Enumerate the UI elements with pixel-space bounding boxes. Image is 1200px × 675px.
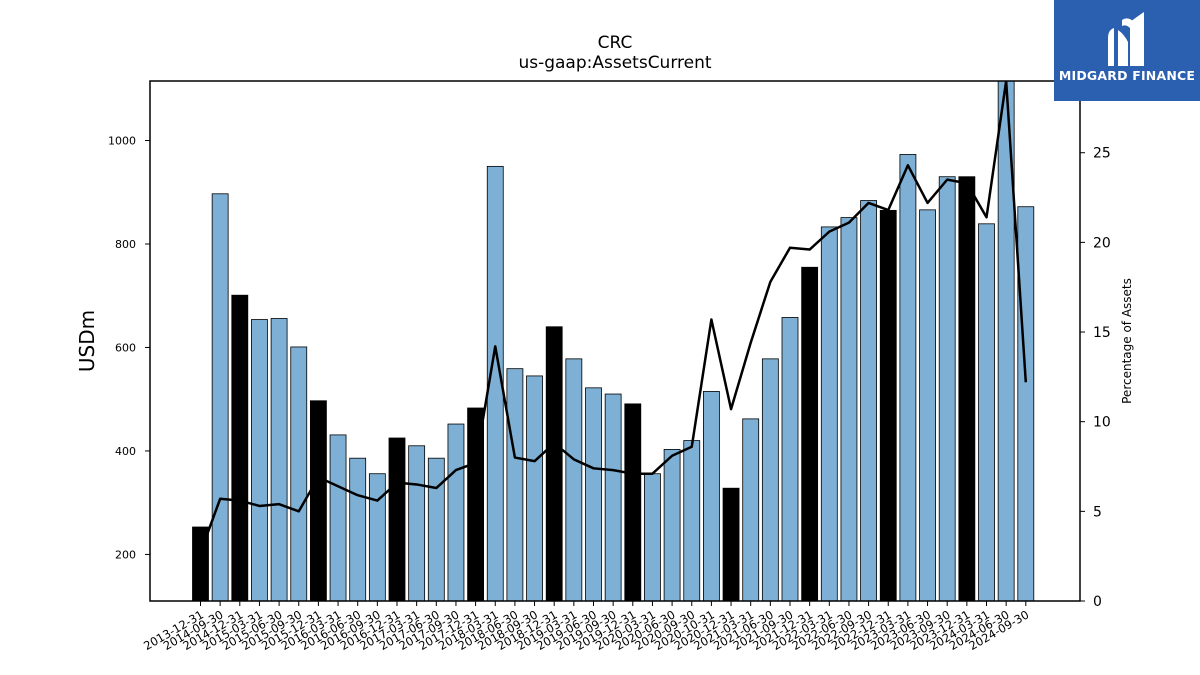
y2-tick-label: 15 — [1093, 325, 1111, 341]
y2-tick-label: 10 — [1093, 415, 1111, 431]
y-axis-label: USDm — [75, 310, 99, 372]
bar-2015-03-31 — [251, 319, 268, 602]
y2-tick-label: 20 — [1093, 235, 1111, 251]
y2-axis-label: Percentage of Assets — [1120, 278, 1134, 404]
y-tick-label: 600 — [115, 341, 136, 354]
bar-2018-06-30 — [506, 368, 524, 602]
bar-2014-09-30 — [211, 193, 229, 602]
bar-2017-06-30 — [427, 457, 445, 602]
bar-2015-09-30 — [290, 346, 308, 602]
y2-tick-label: 5 — [1093, 504, 1102, 520]
bar-2024-03-31 — [978, 223, 995, 602]
bar-2022-09-30 — [860, 200, 877, 602]
bar-2014-12-31 — [231, 294, 249, 602]
y-tick-label: 200 — [115, 548, 136, 561]
bar-2017-03-31 — [408, 445, 426, 602]
y-axis-left: 200 400 600 800 1000 — [108, 135, 150, 561]
bar-2020-03-31 — [644, 473, 661, 602]
bar-2022-12-31 — [879, 209, 897, 602]
bar-series — [192, 80, 1035, 602]
y2-tick-label: 0 — [1093, 594, 1102, 610]
bar-2020-06-30 — [663, 448, 681, 602]
bar-2021-12-31 — [801, 266, 819, 602]
bar-2016-03-31 — [329, 434, 347, 602]
y-axis-right: 0 5 10 15 20 25 — [1080, 146, 1111, 610]
logo-text: MIDGARD FINANCE — [1058, 68, 1196, 83]
y-tick-label: 400 — [115, 445, 136, 458]
bar-2018-09-30 — [526, 375, 543, 602]
bar-2015-12-31 — [309, 400, 327, 602]
bar-2023-09-30 — [938, 176, 956, 602]
y2-tick-label: 25 — [1093, 146, 1111, 162]
bar-2022-06-30 — [840, 217, 858, 602]
chart-subtitle: us-gaap:AssetsCurrent — [518, 53, 711, 73]
bar-2022-03-31 — [820, 226, 838, 602]
bar-2019-06-30 — [585, 387, 602, 602]
bar-2018-12-31 — [545, 326, 563, 602]
midgard-finance-logo: MIDGARD FINANCE — [1054, 0, 1200, 101]
y-tick-label: 800 — [115, 238, 136, 251]
bar-2016-09-30 — [368, 473, 386, 602]
bar-2021-03-31 — [742, 418, 760, 602]
midgard-logo-icon — [1108, 12, 1144, 66]
bar-2017-09-30 — [447, 423, 465, 602]
bar-2019-09-30 — [604, 393, 622, 602]
bar-2020-09-30 — [683, 440, 701, 602]
bar-2023-03-31 — [899, 154, 917, 602]
bar-2023-12-31 — [958, 176, 976, 602]
bar-2024-09-30 — [1017, 206, 1035, 602]
percentage-line — [199, 81, 1028, 554]
bar-2015-06-30 — [270, 318, 288, 602]
bar-2020-10-31 — [703, 391, 720, 602]
bar-2019-03-31 — [565, 358, 583, 602]
chart-title: CRC — [598, 33, 633, 53]
bar-2016-12-31 — [388, 437, 406, 602]
bar-2021-09-30 — [781, 317, 799, 602]
y-tick-label: 1000 — [108, 135, 136, 148]
bar-2021-06-30 — [761, 358, 779, 602]
x-axis: 2013-12-312014-09-302014-12-312015-03-31… — [141, 601, 1031, 653]
bar-2023-06-30 — [919, 209, 936, 602]
plot-frame — [149, 80, 1081, 602]
bar-2019-12-31 — [624, 403, 642, 602]
bar-2016-06-30 — [349, 457, 367, 602]
line-series — [199, 81, 1028, 554]
bar-2020-12-31 — [722, 487, 740, 602]
